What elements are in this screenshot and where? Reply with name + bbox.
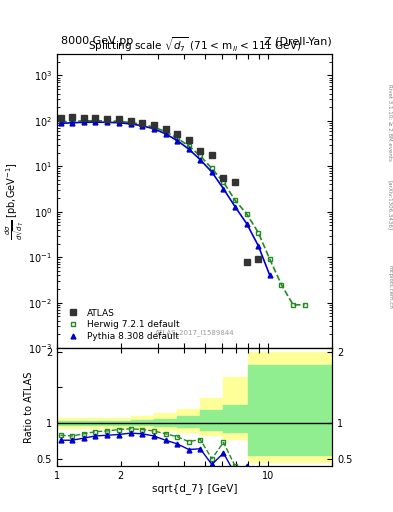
Herwig 7.2.1 default [175,135,180,141]
Y-axis label: $\frac{d\sigma}{d\sqrt{d_7}}$ [pb,GeV$^{-1}$]: $\frac{d\sigma}{d\sqrt{d_7}}$ [pb,GeV$^{… [4,162,27,240]
Text: [arXiv:1306.3436]: [arXiv:1306.3436] [387,180,392,230]
Herwig 7.2.1 default [256,229,261,236]
Herwig 7.2.1 default [209,165,214,172]
Herwig 7.2.1 default [81,118,86,124]
Herwig 7.2.1 default [151,124,156,130]
ATLAS [140,119,145,125]
ATLAS [58,115,63,121]
Pythia 8.308 default [70,120,75,126]
Herwig 7.2.1 default [70,118,75,124]
X-axis label: sqrt{d_7} [GeV]: sqrt{d_7} [GeV] [152,483,237,495]
Herwig 7.2.1 default [268,257,272,263]
Pythia 8.308 default [163,131,168,137]
Herwig 7.2.1 default [291,302,296,308]
Text: 8000 GeV pp: 8000 GeV pp [61,36,133,46]
Text: Z (Drell-Yan): Z (Drell-Yan) [264,36,331,46]
Pythia 8.308 default [244,221,249,227]
Line: Herwig 7.2.1 default: Herwig 7.2.1 default [58,118,307,307]
Herwig 7.2.1 default [233,197,237,203]
ATLAS [151,122,156,128]
Herwig 7.2.1 default [198,153,203,159]
ATLAS [221,175,226,181]
Text: mcplots.cern.ch: mcplots.cern.ch [387,265,392,309]
ATLAS [244,259,249,265]
Pythia 8.308 default [209,169,214,175]
Pythia 8.308 default [81,119,86,125]
ATLAS [93,115,98,121]
Line: ATLAS: ATLAS [58,115,261,264]
Legend: ATLAS, Herwig 7.2.1 default, Pythia 8.308 default: ATLAS, Herwig 7.2.1 default, Pythia 8.30… [61,306,182,344]
ATLAS [81,115,86,121]
Pythia 8.308 default [186,146,191,152]
Pythia 8.308 default [151,126,156,132]
Pythia 8.308 default [105,119,110,125]
ATLAS [209,152,214,158]
Herwig 7.2.1 default [302,302,307,308]
Herwig 7.2.1 default [140,121,145,127]
ATLAS [256,257,261,263]
Herwig 7.2.1 default [128,119,133,125]
Y-axis label: Ratio to ATLAS: Ratio to ATLAS [24,371,34,443]
Herwig 7.2.1 default [221,179,226,185]
Pythia 8.308 default [256,243,261,249]
Pythia 8.308 default [140,123,145,129]
ATLAS [186,137,191,143]
ATLAS [70,114,75,120]
Title: Splitting scale $\sqrt{d_7}$ (71 < m$_{ll}$ < 111 GeV): Splitting scale $\sqrt{d_7}$ (71 < m$_{l… [88,35,301,54]
ATLAS [105,116,110,122]
Herwig 7.2.1 default [93,118,98,124]
Pythia 8.308 default [58,120,63,126]
ATLAS [128,118,133,124]
Pythia 8.308 default [116,120,121,126]
Herwig 7.2.1 default [58,119,63,125]
Herwig 7.2.1 default [105,118,110,124]
ATLAS [175,131,180,137]
Line: Pythia 8.308 default: Pythia 8.308 default [58,120,272,278]
Text: Rivet 3.1.10; ≥ 2.8M events: Rivet 3.1.10; ≥ 2.8M events [387,84,392,161]
ATLAS [198,148,203,154]
Herwig 7.2.1 default [186,143,191,149]
Herwig 7.2.1 default [116,118,121,124]
Pythia 8.308 default [93,119,98,125]
Pythia 8.308 default [175,137,180,143]
Herwig 7.2.1 default [163,129,168,135]
ATLAS [116,116,121,122]
Pythia 8.308 default [221,186,226,192]
ATLAS [233,179,237,185]
Herwig 7.2.1 default [244,211,249,217]
Pythia 8.308 default [198,157,203,163]
Pythia 8.308 default [128,121,133,127]
Pythia 8.308 default [233,204,237,210]
Pythia 8.308 default [268,272,272,279]
Text: ATLAS_2017_I1589844: ATLAS_2017_I1589844 [155,330,234,336]
Herwig 7.2.1 default [279,282,284,288]
ATLAS [163,125,168,132]
